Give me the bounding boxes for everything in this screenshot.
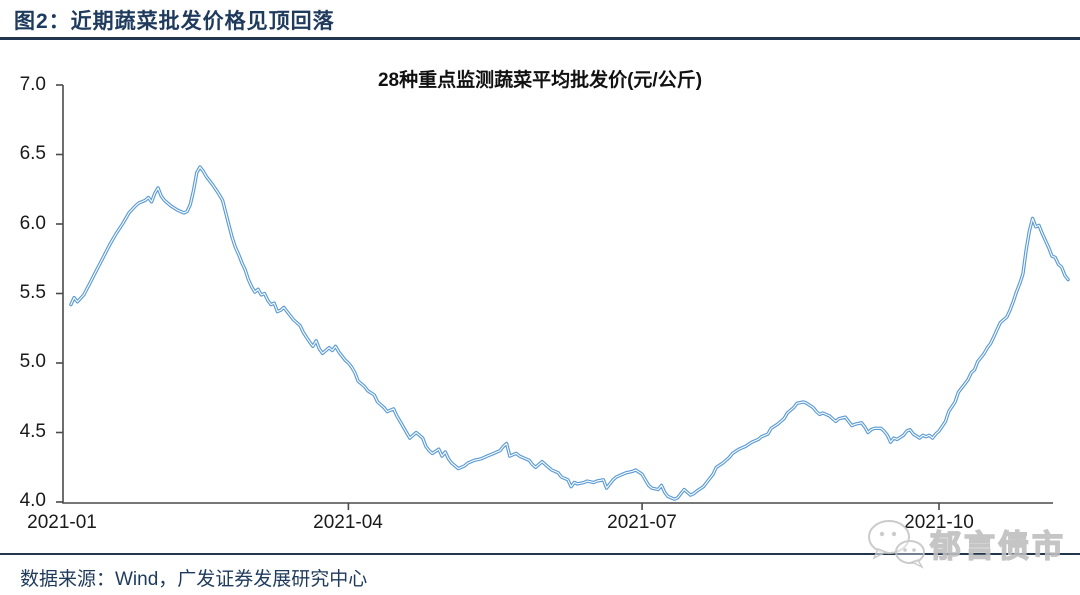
y-axis-tick-label: 7.0 bbox=[19, 74, 46, 95]
y-axis-tick-label: 6.0 bbox=[19, 213, 46, 234]
watermark-text: 郁言债市 bbox=[929, 528, 1066, 564]
figure-title: 图2：近期蔬菜批发价格见顶回落 bbox=[14, 10, 335, 33]
y-axis-tick-label: 4.5 bbox=[19, 421, 46, 442]
y-axis-tick-label: 6.5 bbox=[19, 143, 46, 164]
footer-divider bbox=[0, 553, 1080, 555]
x-axis-tick-label: 2021-04 bbox=[313, 512, 383, 533]
x-axis-tick-label: 2021-10 bbox=[904, 512, 974, 533]
data-source-note: 数据来源：Wind，广发证券发展研究中心 bbox=[20, 569, 368, 590]
x-axis-tick-label: 2021-01 bbox=[27, 512, 97, 533]
wechat-logo-icon bbox=[868, 520, 925, 569]
y-axis-tick-label: 4.0 bbox=[19, 490, 46, 511]
x-axis-tick-label: 2021-07 bbox=[607, 512, 677, 533]
header-divider bbox=[0, 37, 1080, 40]
y-axis-tick-label: 5.5 bbox=[19, 282, 46, 303]
y-axis-tick-label: 5.0 bbox=[19, 351, 46, 372]
chart-title: 28种重点监测蔬菜平均批发价(元/公斤) bbox=[377, 70, 703, 91]
brand-watermark: 郁言债市 bbox=[864, 516, 1066, 570]
